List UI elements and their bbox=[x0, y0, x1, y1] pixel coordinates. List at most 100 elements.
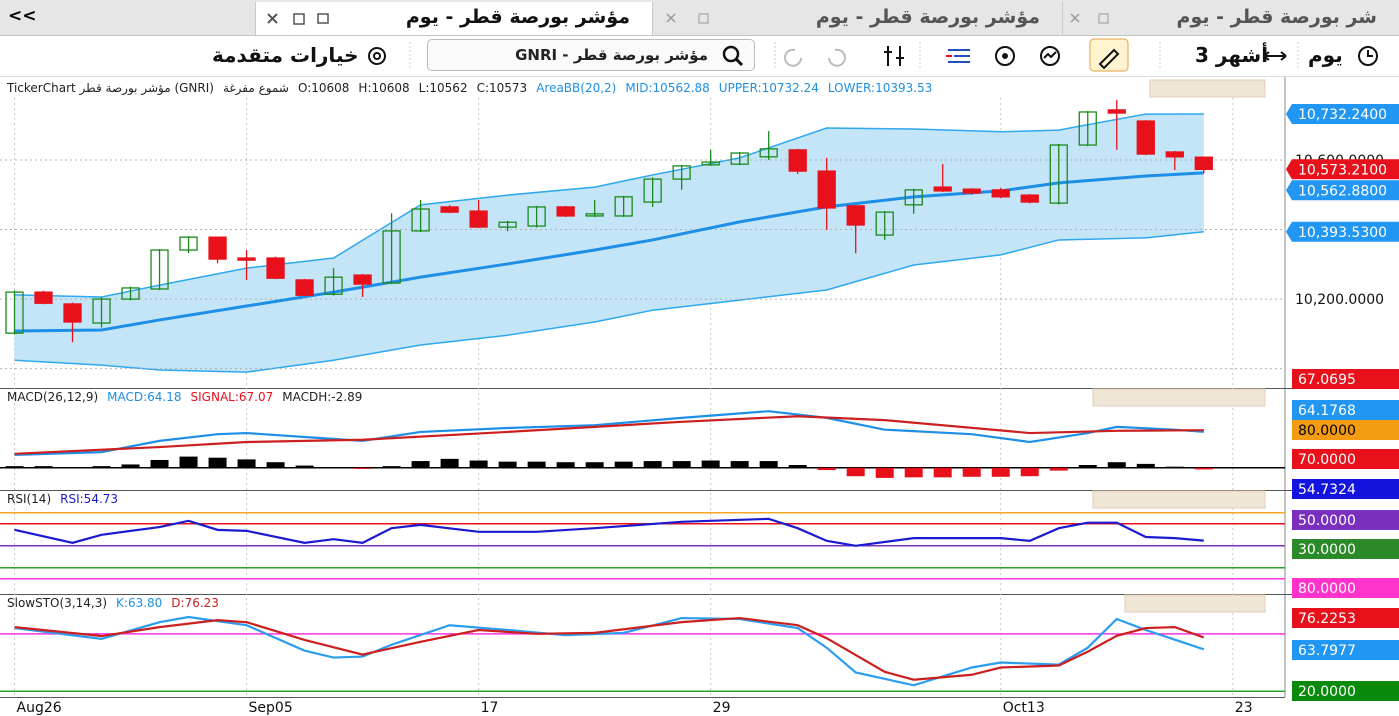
candle-body bbox=[875, 211, 894, 236]
panel-controls bbox=[1092, 79, 1266, 613]
candle-body bbox=[353, 274, 372, 285]
indicator-label: UPPER:10732.24 bbox=[718, 81, 819, 95]
histogram-bar bbox=[63, 467, 82, 468]
histogram-bar bbox=[904, 467, 923, 478]
indicator-line bbox=[14, 415, 1204, 455]
histogram-bar bbox=[5, 466, 24, 468]
value-badge bbox=[1292, 479, 1399, 499]
panel-title: RSI(14) bbox=[7, 492, 52, 506]
candle-body bbox=[556, 206, 575, 217]
value-badge bbox=[1292, 539, 1399, 559]
histogram-bar bbox=[150, 459, 169, 468]
candle-body bbox=[150, 249, 169, 290]
tabs-back[interactable]: << bbox=[8, 6, 37, 26]
tab[interactable]: شر بورصة قطر - يوم bbox=[1062, 2, 1399, 35]
ohlc-label: O:10608 bbox=[297, 81, 350, 95]
histogram-bar bbox=[92, 466, 111, 468]
panel-title: SlowSTO(3,14,3) bbox=[7, 596, 108, 610]
candle-body bbox=[701, 161, 720, 166]
sto-header: SlowSTO(3,14,3) K:63.80 D:76.23 bbox=[7, 595, 228, 611]
y-tick-label: 10,200.0000 bbox=[1295, 292, 1384, 308]
value-badge-text: 64.1768 bbox=[1298, 403, 1356, 419]
tab-title: مؤشر بورصة قطر - يوم bbox=[405, 6, 630, 28]
candle-body bbox=[411, 208, 430, 232]
candle-body bbox=[614, 196, 633, 217]
histogram-bar bbox=[817, 467, 836, 471]
x-tick-label: Sep05 bbox=[249, 700, 293, 716]
histogram-bar bbox=[324, 467, 343, 468]
indicator-label: AreaBB(20,2) bbox=[536, 81, 617, 95]
histogram-bar bbox=[1194, 467, 1213, 470]
indicator-value: MACD:64.18 bbox=[107, 390, 182, 404]
chart-title: TickerChart مؤشر بورصة قطر (GNRI) bbox=[7, 81, 214, 95]
candle-body bbox=[1107, 109, 1126, 114]
tab[interactable]: مؤشر بورصة قطر - يوم bbox=[255, 2, 652, 35]
tab-title: مؤشر بورصة قطر - يوم bbox=[815, 6, 1040, 28]
price-marker: 10,573.2100 bbox=[1286, 159, 1399, 180]
indicator-line bbox=[14, 616, 1205, 681]
histogram-bar bbox=[34, 466, 53, 468]
candle-body bbox=[1049, 144, 1068, 204]
value-badge-text: 63.7977 bbox=[1298, 643, 1356, 659]
candle-body bbox=[63, 303, 82, 323]
range-button[interactable]: 3 أشهر bbox=[1195, 43, 1269, 67]
indicator-value: MACDH:-2.89 bbox=[282, 390, 363, 404]
indicator-label: MID:10562.88 bbox=[625, 81, 710, 95]
histogram-bar bbox=[1078, 465, 1097, 468]
candle-body bbox=[1136, 120, 1155, 155]
x-tick-label: 17 bbox=[481, 700, 499, 716]
candle-body bbox=[382, 230, 401, 284]
price-marker: 10,562.8800 bbox=[1286, 180, 1399, 201]
candle-body bbox=[469, 210, 488, 228]
histogram-bar bbox=[353, 467, 372, 469]
value-badge bbox=[1292, 449, 1399, 469]
histogram-bar bbox=[788, 465, 807, 468]
panel-title: MACD(26,12,9) bbox=[7, 390, 99, 404]
ohlc-label: L:10562 bbox=[418, 81, 468, 95]
histogram-bar bbox=[1049, 467, 1068, 471]
candle-body bbox=[121, 287, 140, 300]
value-badge-text: 67.0695 bbox=[1298, 372, 1356, 388]
marker-box bbox=[1286, 221, 1399, 242]
marker-label: 10,393.5300 bbox=[1298, 225, 1387, 241]
x-tick-label: 23 bbox=[1235, 700, 1253, 716]
histogram-bar bbox=[991, 467, 1010, 477]
candle-body bbox=[904, 189, 923, 206]
candle-body bbox=[92, 298, 111, 324]
indicator-line bbox=[14, 410, 1204, 457]
candle-body bbox=[1078, 111, 1097, 146]
candle-body bbox=[759, 148, 778, 158]
indicator-label: LOWER:10393.53 bbox=[827, 81, 933, 95]
value-badge bbox=[1292, 578, 1399, 598]
histogram-bar bbox=[440, 458, 459, 468]
histogram-bar bbox=[556, 462, 575, 468]
indicator-value: K:63.80 bbox=[116, 596, 163, 610]
candle-body bbox=[527, 206, 546, 227]
tab-icons bbox=[1070, 13, 1109, 24]
period-button[interactable]: يوم bbox=[1308, 43, 1343, 67]
value-badge bbox=[1292, 510, 1399, 530]
symbol-search[interactable]: GNRI - مؤشر بورصة قطر bbox=[427, 39, 755, 71]
x-tick-label: Oct13 bbox=[1003, 700, 1045, 716]
histogram-bar bbox=[672, 461, 691, 468]
x-tick-label: 29 bbox=[713, 700, 731, 716]
histogram-bar bbox=[208, 457, 227, 468]
candle-body bbox=[179, 236, 198, 251]
marker-box bbox=[1286, 159, 1399, 180]
rsi-header: RSI(14) RSI:54.73 bbox=[7, 491, 127, 507]
value-badge-text: 50.0000 bbox=[1298, 513, 1356, 529]
ohlc-label: H:10608 bbox=[358, 81, 410, 95]
toolbar-icons bbox=[368, 38, 1378, 72]
toolbar: يوم 3 أشهر GNRI - مؤشر بورصة قطر خيارات … bbox=[0, 36, 1399, 77]
candle-body bbox=[324, 276, 343, 295]
candle-body bbox=[1165, 151, 1184, 158]
candle-body bbox=[730, 152, 749, 165]
histogram-bar bbox=[730, 461, 749, 468]
candle-body bbox=[1194, 156, 1213, 171]
indicator-line bbox=[14, 517, 1204, 547]
advanced-options[interactable]: خيارات متقدمة bbox=[212, 43, 359, 67]
histogram-bar bbox=[498, 461, 517, 468]
tab[interactable]: مؤشر بورصة قطر - يوم bbox=[652, 2, 1062, 35]
histogram-bar bbox=[759, 461, 778, 468]
